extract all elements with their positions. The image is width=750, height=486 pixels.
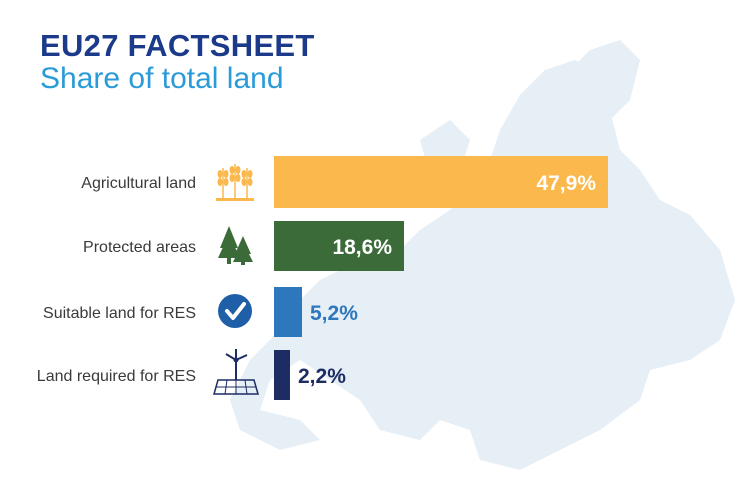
wheat-icon — [216, 164, 254, 201]
bar-3 — [274, 287, 302, 337]
bar-1 — [274, 156, 608, 208]
value-label: 2,2% — [298, 365, 346, 388]
wind-solar-icon — [213, 349, 259, 395]
category-label: Protected areas — [83, 239, 196, 256]
page-title: EU27 FACTSHEET — [40, 28, 315, 63]
value-label: 18,6% — [332, 236, 392, 259]
checkmark-circle-icon — [218, 294, 252, 328]
bar-2 — [274, 221, 404, 271]
value-label: 47,9% — [536, 172, 596, 195]
page-subtitle: Share of total land — [40, 62, 284, 95]
trees-icon — [218, 226, 253, 265]
category-label: Land required for RES — [37, 368, 196, 385]
category-label: Agricultural land — [81, 175, 196, 192]
category-label: Suitable land for RES — [43, 305, 196, 322]
value-label: 5,2% — [310, 302, 358, 325]
bar-4 — [274, 350, 290, 400]
